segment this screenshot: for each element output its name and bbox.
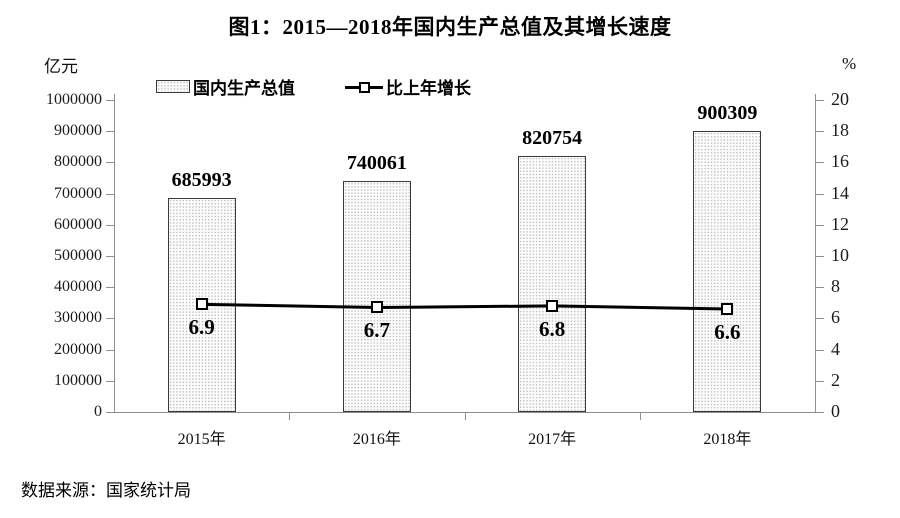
right-axis-tick xyxy=(816,349,824,351)
growth-marker xyxy=(721,303,734,316)
legend-item-growth: 比上年增长 xyxy=(345,74,471,99)
growth-value-label: 6.9 xyxy=(188,315,215,340)
x-axis-boundary-tick xyxy=(289,413,291,420)
right-axis-tick-label: 8 xyxy=(831,276,840,297)
right-axis-tick-label: 4 xyxy=(831,338,840,359)
legend: 国内生产总值 比上年增长 xyxy=(156,74,471,99)
left-axis-tick-label: 400000 xyxy=(54,278,102,296)
data-source: 数据来源：国家统计局 xyxy=(21,481,191,500)
growth-value-label: 6.6 xyxy=(714,320,741,345)
legend-item-gdp: 国内生产总值 xyxy=(156,74,295,99)
legend-gdp-label: 国内生产总值 xyxy=(193,79,295,98)
bar-value-label: 740061 xyxy=(346,152,407,175)
right-axis-tick xyxy=(816,318,824,320)
right-axis-tick-label: 10 xyxy=(831,245,849,265)
x-axis-category-label: 2017年 xyxy=(528,431,577,448)
left-axis-tick xyxy=(106,224,114,226)
legend-growth-label: 比上年增长 xyxy=(386,79,471,98)
x-axis-category-label: 2015年 xyxy=(177,431,226,448)
right-axis-tick xyxy=(816,193,824,195)
left-axis-tick-label: 600000 xyxy=(54,215,102,233)
growth-marker xyxy=(370,301,383,314)
right-axis-tick-label: 0 xyxy=(831,401,840,421)
growth-line-swatch-icon xyxy=(345,81,383,93)
left-axis-tick xyxy=(106,131,114,133)
left-axis-unit-label: 亿元 xyxy=(44,57,78,76)
right-axis-tick-label: 20 xyxy=(831,89,849,109)
left-axis-tick-label: 800000 xyxy=(54,153,102,171)
left-axis-tick-label: 1000000 xyxy=(46,91,102,108)
right-axis-tick xyxy=(816,380,824,382)
right-axis-tick-label: 2 xyxy=(831,369,840,390)
growth-value-label: 6.8 xyxy=(539,316,566,341)
right-axis-tick xyxy=(816,256,824,257)
left-axis-tick-label: 0 xyxy=(94,403,102,420)
bar-2016年 xyxy=(342,181,411,412)
growth-marker xyxy=(546,299,559,312)
left-axis-tick xyxy=(106,256,114,257)
x-axis-category-label: 2018年 xyxy=(703,431,752,448)
right-axis-tick xyxy=(816,131,824,133)
right-axis-tick xyxy=(816,100,824,101)
left-axis-tick-label: 900000 xyxy=(54,122,102,140)
right-axis-tick-label: 16 xyxy=(831,151,849,172)
x-axis-boundary-tick xyxy=(464,413,466,420)
left-axis-tick-label: 200000 xyxy=(54,340,102,358)
gdp-bar-swatch-icon xyxy=(156,80,190,93)
right-axis-line xyxy=(815,94,816,412)
left-axis-tick xyxy=(106,162,114,164)
growth-marker xyxy=(195,298,208,311)
right-axis-tick xyxy=(816,287,824,289)
left-axis-line xyxy=(114,94,115,412)
right-axis-tick-label: 14 xyxy=(831,182,849,203)
right-axis-unit-label: % xyxy=(842,54,857,73)
right-axis-tick xyxy=(816,224,824,226)
bar-2018年 xyxy=(693,131,762,412)
bar-2017年 xyxy=(518,155,587,412)
right-axis-tick xyxy=(816,162,824,164)
right-axis-tick-label: 12 xyxy=(831,213,849,234)
x-axis-line xyxy=(106,412,823,413)
left-axis-tick xyxy=(106,100,114,101)
left-axis-tick-label: 300000 xyxy=(54,309,102,327)
growth-value-label: 6.7 xyxy=(363,318,390,343)
left-axis-tick xyxy=(106,193,114,195)
right-axis-tick-label: 6 xyxy=(831,307,840,328)
right-axis-tick-label: 18 xyxy=(831,120,849,141)
left-axis-tick xyxy=(106,287,114,289)
left-axis-tick-label: 500000 xyxy=(54,247,102,264)
left-axis-tick xyxy=(106,349,114,351)
left-axis-tick xyxy=(106,412,114,413)
right-axis-tick xyxy=(816,412,824,413)
left-axis-tick-label: 100000 xyxy=(54,371,102,389)
bar-value-label: 820754 xyxy=(522,126,583,149)
x-axis-category-label: 2016年 xyxy=(352,431,401,448)
left-axis-tick xyxy=(106,380,114,382)
bar-value-label: 685993 xyxy=(171,168,232,191)
x-axis-boundary-tick xyxy=(639,413,641,420)
left-axis-tick-label: 700000 xyxy=(54,184,102,202)
chart-title: 图1：2015—2018年国内生产总值及其增长速度 xyxy=(228,15,672,39)
bar-value-label: 900309 xyxy=(697,102,758,125)
left-axis-tick xyxy=(106,318,114,320)
